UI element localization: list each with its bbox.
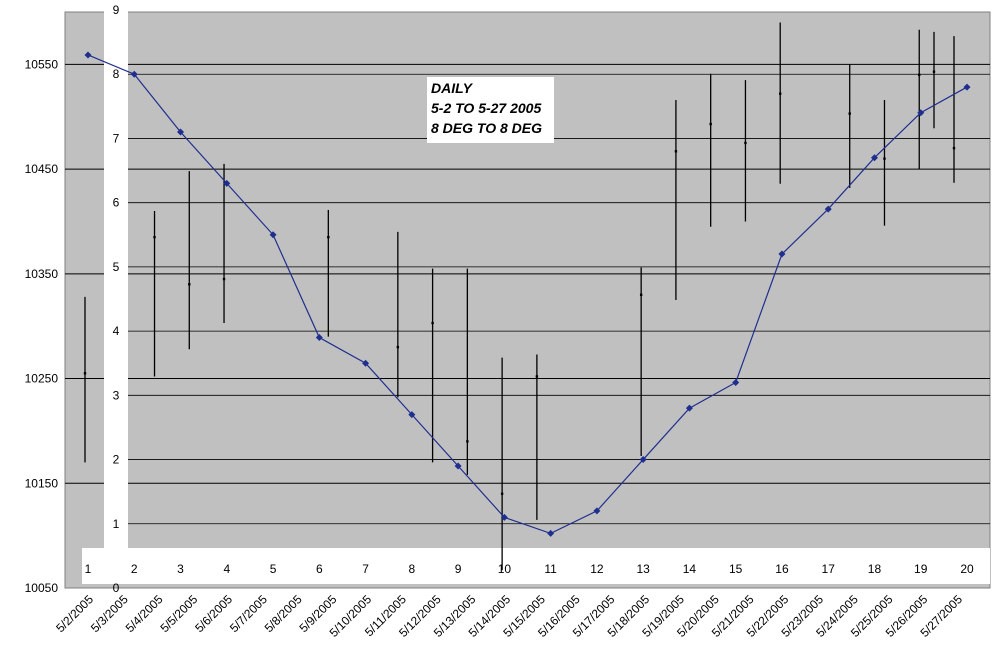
x-date-tick-4: 5/5/2005 [157,592,200,635]
line-series-path [87,54,968,535]
y-left-tick-10250: 10250 [25,372,59,386]
hilo-close-8 [466,440,469,443]
line-point-18 [870,154,878,162]
hilo-close-1 [83,372,87,375]
x-date-tick-1: 5/2/2005 [53,592,96,635]
x-index-tick-20: 20 [960,562,974,576]
hilo-close-14 [744,141,747,145]
line-point-3 [177,128,185,136]
y-right-tick-6: 6 [113,196,120,210]
x-index-tick-3: 3 [177,562,184,576]
hilo-close-5 [327,235,330,239]
hilo-close-13 [709,122,712,126]
line-point-17 [824,205,832,213]
x-index-tick-17: 17 [822,562,836,576]
x-index-tick-15: 15 [729,562,743,576]
annotation-box [427,77,554,143]
x-index-tick-10: 10 [498,562,512,576]
line-point-19 [917,109,925,117]
hilo-close-15 [779,92,782,95]
x-index-tick-4: 4 [223,562,230,576]
x-index-tick-12: 12 [590,562,604,576]
hilo-close-17 [883,157,886,160]
hilo-close-6 [396,345,400,349]
annotation-line-2: 5-2 TO 5-27 2005 [431,100,541,116]
hilo-close-20 [952,146,956,150]
y-right-tick-0: 0 [113,581,120,595]
y-left-tick-10350: 10350 [25,267,59,281]
hilo-close-16 [848,112,851,115]
line-point-15 [732,378,740,386]
y-right-tick-2: 2 [113,453,120,467]
y-right-tick-1: 1 [113,517,120,531]
line-point-1 [84,51,92,59]
hilo-close-18 [918,73,921,77]
line-point-12 [593,507,601,515]
line-point-9 [454,462,462,470]
hilo-close-12 [674,150,678,153]
x-index-tick-16: 16 [775,562,789,576]
hilo-close-9 [500,492,504,495]
line-point-16 [778,250,786,258]
x-index-tick-9: 9 [455,562,462,576]
hilo-close-3 [188,283,191,286]
line-point-11 [547,529,555,537]
x-index-tick-6: 6 [316,562,323,576]
y-right-tick-9: 9 [113,3,120,17]
x-index-tick-11: 11 [544,562,557,576]
y-right-tick-5: 5 [113,260,120,274]
line-point-13 [639,456,647,464]
line-point-2 [130,70,138,78]
hilo-close-11 [639,293,643,296]
hilo-close-2 [153,235,156,239]
line-point-14 [685,404,693,412]
x-date-tick-5: 5/6/2005 [192,592,235,635]
annotation-line-1: DAILY [431,80,474,96]
x-index-tick-13: 13 [636,562,650,576]
y-left-tick-10050: 10050 [25,581,59,595]
hilo-close-7 [431,321,434,325]
x-index-tick-2: 2 [131,562,138,576]
y-left-tick-10150: 10150 [25,476,59,490]
line-point-7 [362,359,370,367]
line-point-20 [963,83,971,91]
y-left-tick-10550: 10550 [25,57,59,71]
hilo-close-19 [932,70,936,73]
index-axis-strip [82,548,990,584]
y-right-tick-7: 7 [113,131,120,145]
line-point-4 [223,179,231,187]
line-point-5 [269,231,277,239]
y-right-tick-3: 3 [113,388,120,402]
x-index-tick-19: 19 [914,562,928,576]
y-right-tick-4: 4 [113,324,120,338]
hilo-close-4 [222,277,226,281]
x-index-tick-14: 14 [683,562,697,576]
line-point-8 [408,411,416,419]
x-date-tick-3: 5/4/2005 [123,592,166,635]
line-point-6 [315,334,323,342]
x-date-tick-2: 5/3/2005 [88,592,131,635]
x-date-tick-7: 5/8/2005 [262,592,305,635]
x-index-tick-8: 8 [408,562,415,576]
line-point-10 [500,513,508,521]
x-index-tick-7: 7 [362,562,369,576]
y-left-tick-10450: 10450 [25,162,59,176]
x-index-tick-5: 5 [270,562,277,576]
x-date-tick-6: 5/7/2005 [227,592,270,635]
y-right-tick-8: 8 [113,67,120,81]
x-index-tick-18: 18 [868,562,882,576]
annotation-line-3: 8 DEG TO 8 DEG [431,120,542,136]
secondary-axis-strip [104,10,128,548]
x-index-tick-1: 1 [85,562,92,576]
hilo-close-10 [535,375,539,378]
